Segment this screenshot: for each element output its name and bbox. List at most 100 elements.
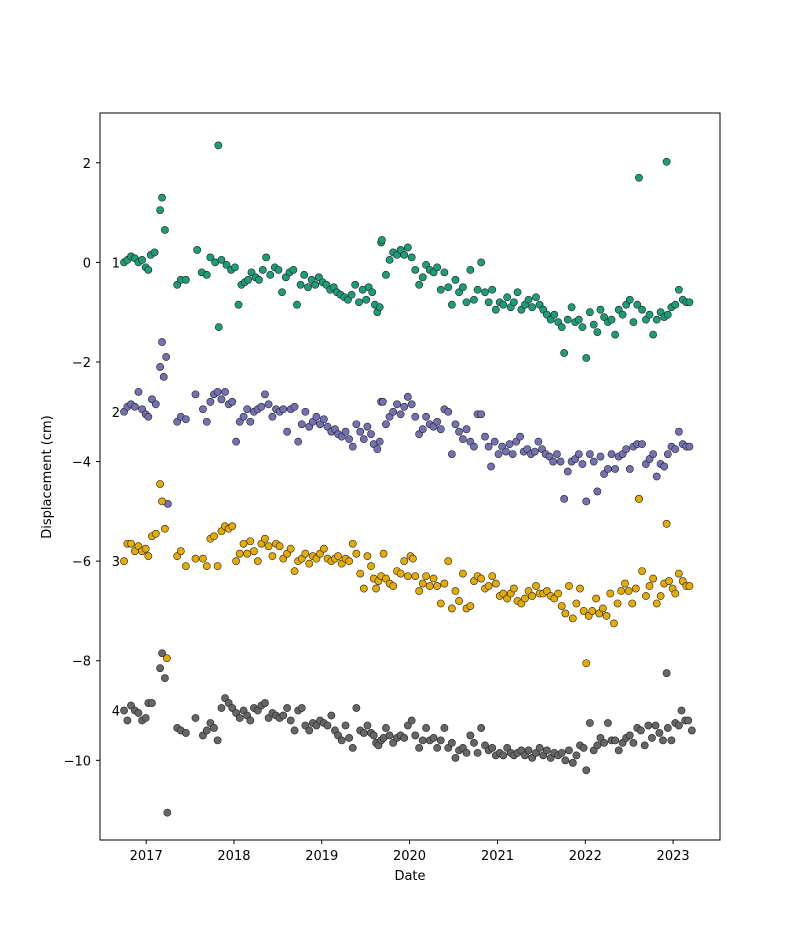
- data-point: [327, 711, 336, 720]
- data-point: [367, 430, 375, 439]
- data-point: [473, 285, 482, 294]
- data-point: [557, 602, 566, 610]
- data-point: [567, 303, 576, 312]
- data-point: [311, 280, 320, 289]
- data-point: [582, 766, 591, 775]
- data-point: [611, 330, 620, 339]
- data-point: [481, 432, 489, 441]
- data-point: [684, 716, 693, 725]
- data-point: [407, 253, 416, 262]
- data-point: [466, 731, 475, 740]
- data-point: [508, 450, 517, 458]
- data-point: [563, 315, 572, 324]
- data-point: [199, 554, 207, 563]
- data-point: [385, 731, 394, 740]
- data-point: [649, 574, 658, 583]
- data-point: [239, 412, 248, 421]
- data-point: [258, 265, 267, 274]
- data-point: [352, 704, 361, 712]
- y-tick-label: 0: [83, 256, 91, 271]
- data-point: [217, 704, 226, 712]
- data-point: [163, 808, 172, 817]
- x-axis-label: Date: [394, 869, 425, 884]
- data-point: [652, 315, 661, 324]
- data-point: [355, 298, 363, 307]
- data-point: [662, 669, 671, 678]
- data-point: [550, 310, 559, 319]
- data-point: [261, 699, 269, 707]
- data-point: [624, 587, 633, 595]
- data-point: [674, 427, 683, 436]
- data-point: [470, 739, 478, 747]
- data-point: [685, 442, 694, 451]
- data-point: [181, 275, 190, 284]
- data-point: [301, 407, 310, 416]
- data-point: [356, 427, 365, 436]
- data-point: [451, 420, 460, 429]
- data-point: [235, 549, 244, 558]
- data-point: [606, 589, 615, 598]
- data-point: [159, 373, 168, 381]
- data-point: [210, 532, 218, 541]
- data-point: [440, 724, 449, 732]
- data-point: [579, 607, 588, 615]
- data-point: [651, 721, 660, 730]
- data-point: [368, 288, 377, 297]
- data-point: [505, 440, 514, 449]
- data-point: [323, 721, 332, 730]
- data-point: [524, 295, 533, 304]
- data-point: [444, 557, 453, 566]
- data-point: [528, 592, 537, 600]
- data-point: [671, 300, 680, 309]
- data-point: [411, 265, 420, 274]
- data-point: [663, 724, 672, 732]
- data-point: [645, 582, 654, 590]
- data-point: [638, 305, 646, 314]
- data-point: [202, 562, 211, 571]
- data-point: [407, 400, 416, 409]
- data-point: [488, 285, 497, 294]
- data-point: [447, 604, 456, 613]
- data-point: [400, 251, 409, 259]
- data-point: [499, 751, 508, 760]
- data-point: [613, 599, 622, 608]
- data-point: [181, 562, 190, 571]
- data-point: [521, 594, 529, 603]
- data-point: [589, 320, 598, 329]
- data-point: [191, 714, 200, 722]
- data-point: [363, 422, 372, 431]
- series-2-group: [120, 338, 694, 508]
- data-point: [477, 410, 486, 419]
- data-point: [477, 724, 486, 732]
- data-point: [415, 280, 424, 289]
- data-point: [655, 729, 664, 737]
- data-point: [232, 437, 241, 446]
- data-point: [290, 567, 299, 576]
- data-point: [234, 300, 243, 309]
- data-point: [156, 664, 165, 673]
- data-point: [656, 592, 665, 600]
- data-point: [181, 415, 190, 424]
- data-point: [557, 748, 566, 757]
- data-point: [649, 450, 658, 458]
- data-point: [671, 589, 680, 598]
- data-point: [375, 437, 384, 446]
- data-point: [488, 743, 497, 752]
- y-tick-label: −4: [72, 456, 91, 471]
- data-point: [202, 270, 211, 279]
- data-point: [568, 758, 577, 767]
- data-point: [516, 432, 525, 441]
- data-point: [130, 402, 139, 411]
- data-point: [440, 268, 449, 277]
- data-point: [621, 579, 629, 588]
- data-point: [162, 654, 171, 663]
- data-point: [393, 400, 401, 409]
- data-point: [289, 265, 298, 274]
- data-point: [144, 412, 153, 421]
- data-point: [214, 141, 223, 150]
- data-point: [674, 285, 683, 294]
- data-point: [513, 288, 522, 297]
- data-point: [375, 303, 384, 312]
